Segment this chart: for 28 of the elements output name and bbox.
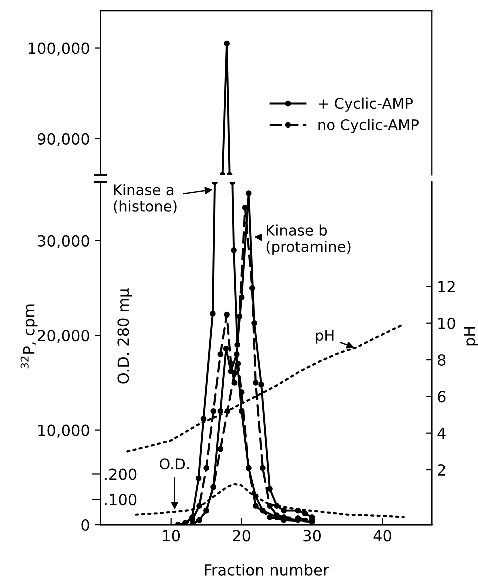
y3-axis-title: O.D. 280 mμ bbox=[118, 288, 132, 384]
annotation: Kinase a (histone) bbox=[114, 184, 177, 214]
y2-tick-label: 10 bbox=[438, 318, 456, 330]
y-tick-label: 20,000 bbox=[38, 330, 90, 344]
y3-tick-label: .200 bbox=[105, 468, 137, 480]
y-axis-title: $^{32}$P, cpm bbox=[20, 304, 38, 369]
annotation: O.D. bbox=[160, 458, 189, 470]
y2-tick-label: 12 bbox=[438, 281, 455, 293]
y-tick-label: 30,000 bbox=[38, 235, 90, 248]
y2-tick-label: 6 bbox=[438, 391, 446, 403]
x-tick-label: 30 bbox=[304, 530, 321, 542]
x-axis-title: Fraction number bbox=[205, 564, 330, 576]
y-tick-label: 100,000 bbox=[28, 42, 90, 56]
x-tick-label: 40 bbox=[374, 530, 392, 542]
y3-tick-label: .100 bbox=[105, 494, 137, 506]
y2-tick-label: 2 bbox=[438, 464, 446, 476]
legend-label: + Cyclic-AMP bbox=[318, 98, 414, 112]
annotation: Kinase b (protamine) bbox=[266, 224, 351, 256]
y-tick-label: 10,000 bbox=[38, 424, 90, 438]
x-tick-label: 10 bbox=[163, 530, 180, 542]
y-tick-label: 0 bbox=[82, 519, 90, 532]
x-tick-label: 20 bbox=[233, 530, 251, 542]
legend-label: no Cyclic-AMP bbox=[318, 119, 419, 134]
annotation: pH bbox=[316, 330, 334, 344]
y-tick-label: 90,000 bbox=[38, 133, 90, 147]
y2-tick-label: 4 bbox=[438, 428, 446, 440]
y2-tick-label: 8 bbox=[438, 354, 446, 366]
y2-axis-title: pH bbox=[464, 327, 478, 346]
